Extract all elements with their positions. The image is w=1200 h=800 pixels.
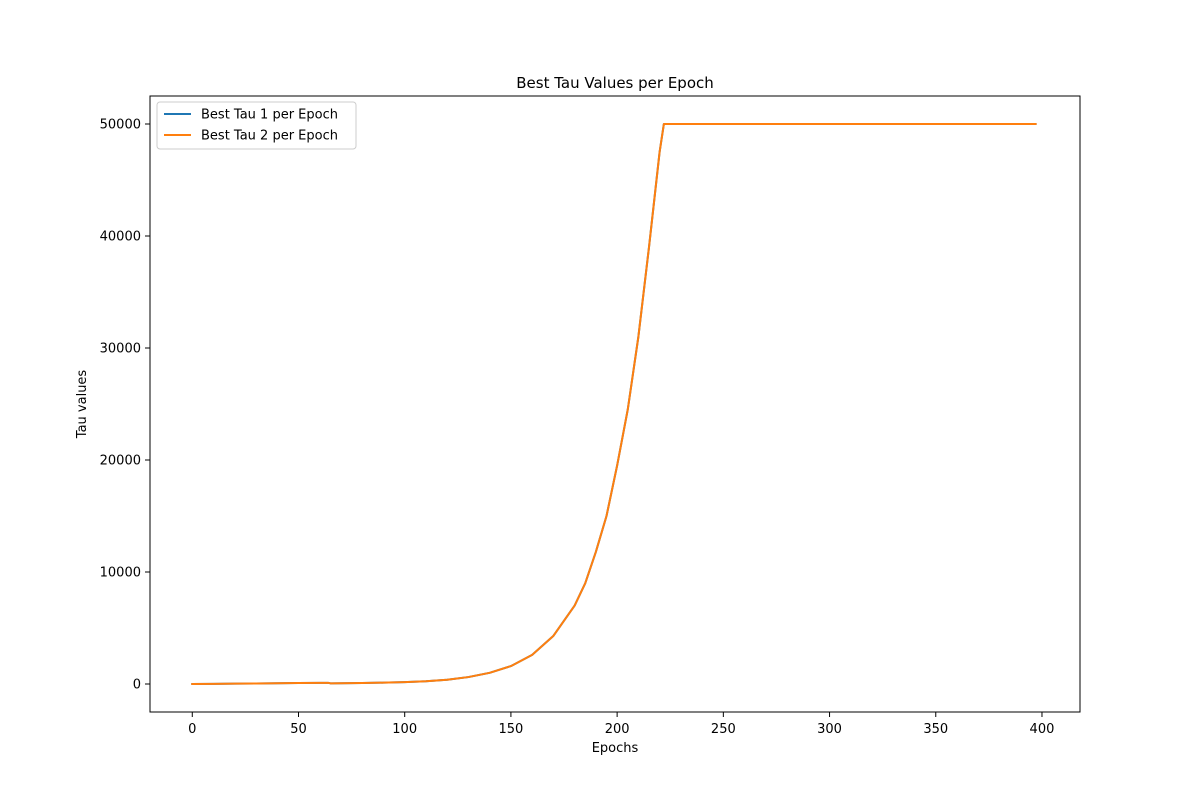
x-axis-title: Epochs (592, 741, 639, 756)
y-axis-title: Tau values (75, 370, 90, 440)
series-line-2 (191, 123, 1037, 686)
y-tick-label: 20000 (100, 454, 141, 469)
legend-label-1: Best Tau 1 per Epoch (201, 108, 338, 123)
legend-box (156, 101, 357, 150)
chart-title: Best Tau Values per Epoch (516, 74, 714, 92)
y-axis-ticks: 0 10000 20000 30000 40000 50000 (100, 118, 150, 693)
x-tick-label: 200 (605, 722, 630, 737)
x-tick-label: 250 (711, 722, 736, 737)
x-tick-label: 350 (923, 722, 948, 737)
y-tick-label: 10000 (100, 566, 141, 581)
x-tick-label: 0 (188, 722, 196, 737)
x-axis-ticks: 0 50 100 150 200 250 300 350 400 (188, 712, 1054, 737)
y-tick-label: 50000 (100, 118, 141, 133)
legend: Best Tau 1 per Epoch Best Tau 2 per Epoch (156, 101, 357, 150)
x-tick-label: 400 (1030, 722, 1055, 737)
x-tick-label: 300 (817, 722, 842, 737)
y-tick-label: 30000 (100, 342, 141, 357)
axes-frame (149, 95, 1081, 713)
legend-label-2: Best Tau 2 per Epoch (201, 129, 338, 144)
plot-area (149, 95, 1081, 713)
x-tick-label: 100 (392, 722, 417, 737)
x-tick-label: 150 (498, 722, 523, 737)
y-tick-label: 40000 (100, 230, 141, 245)
x-tick-label: 50 (290, 722, 307, 737)
y-tick-label: 0 (133, 678, 141, 693)
